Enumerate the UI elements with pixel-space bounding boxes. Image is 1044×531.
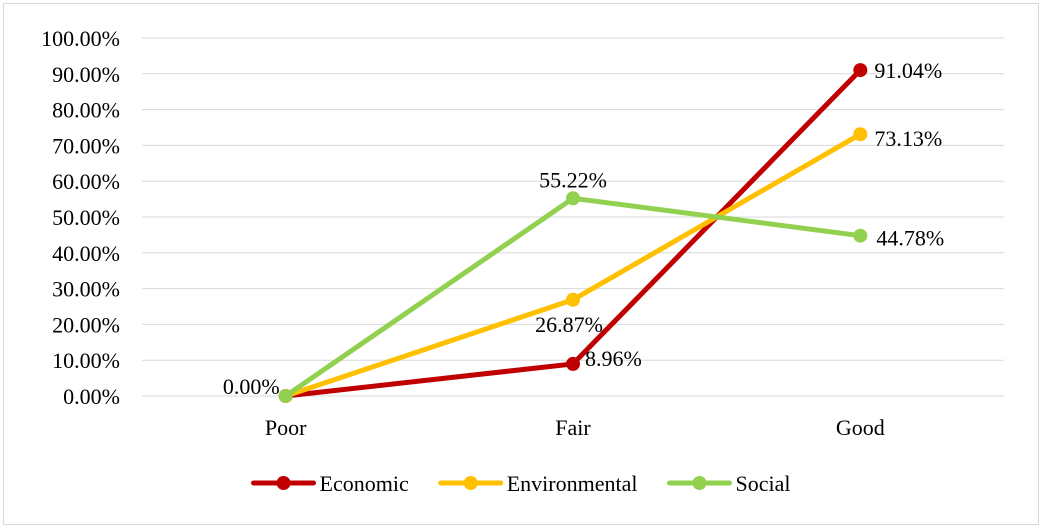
data-point-social <box>278 389 293 403</box>
legend-label: Social <box>735 471 790 496</box>
y-tick-label: 10.00% <box>52 348 120 373</box>
y-tick-label: 30.00% <box>52 277 120 302</box>
legend-marker <box>463 476 478 490</box>
legend-item-social: Social <box>666 471 790 496</box>
series-lines <box>283 67 863 399</box>
data-label-social: 0.00% <box>223 374 280 399</box>
data-point-environmental <box>853 127 868 142</box>
gridlines <box>142 37 1004 397</box>
y-tick-label: 50.00% <box>52 205 120 230</box>
x-tick-label: Fair <box>555 415 591 440</box>
x-tick-label: Good <box>836 415 885 440</box>
y-tick-label: 0.00% <box>63 384 120 409</box>
y-tick-label: 20.00% <box>52 312 120 337</box>
data-label-environmental: 73.13% <box>874 126 942 151</box>
legend-marker <box>276 476 291 490</box>
y-tick-label: 80.00% <box>52 98 120 123</box>
legend-item-economic: Economic <box>251 471 409 496</box>
x-axis-ticks: Poor Fair Good <box>265 415 885 440</box>
legend-label: Economic <box>320 471 409 496</box>
data-labels: 8.96% 91.04% 26.87% 73.13% 0.00% 55.22% 44.78% <box>223 58 944 399</box>
chart-frame: 0.00% 10.00% 20.00% 30.00% 40.00% 50.00% 60.00… <box>3 3 1039 525</box>
data-point-social <box>853 228 868 243</box>
legend-item-environmental: Environmental <box>438 471 638 496</box>
data-point-economic <box>566 356 580 371</box>
data-point-environmental <box>566 292 580 307</box>
y-tick-label: 70.00% <box>52 133 120 158</box>
data-label-social: 44.78% <box>876 226 944 251</box>
legend-label: Environmental <box>507 471 638 496</box>
data-point-social <box>566 191 580 206</box>
legend: Economic Environmental Social <box>251 471 790 496</box>
y-axis-ticks: 0.00% 10.00% 20.00% 30.00% 40.00% 50.00% 60.00… <box>41 26 120 409</box>
data-point-economic <box>853 63 868 78</box>
data-label-economic: 8.96% <box>585 346 642 371</box>
y-tick-label: 100.00% <box>41 26 120 51</box>
line-chart: 0.00% 10.00% 20.00% 30.00% 40.00% 50.00% 60.00… <box>41 26 1004 496</box>
y-tick-label: 60.00% <box>52 169 120 194</box>
y-tick-label: 40.00% <box>52 241 120 266</box>
series-points <box>278 63 868 403</box>
data-label-social: 55.22% <box>539 167 607 192</box>
data-label-economic: 91.04% <box>874 58 942 83</box>
x-tick-label: Poor <box>265 415 307 440</box>
legend-marker <box>692 476 707 490</box>
data-label-environmental: 26.87% <box>535 312 603 337</box>
y-tick-label: 90.00% <box>52 62 120 87</box>
series-line-economic <box>283 67 863 399</box>
